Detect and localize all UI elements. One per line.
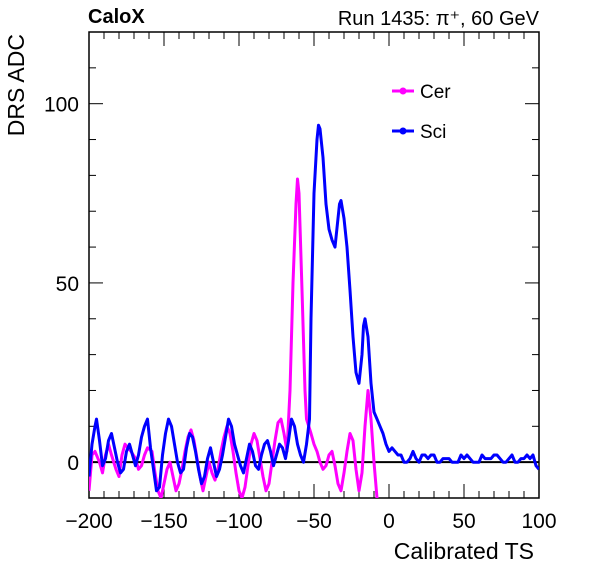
legend-marker-sci (399, 127, 407, 135)
x-tick-label: 100 (521, 510, 556, 533)
x-tick-label: −200 (65, 510, 112, 533)
x-tick-label: −100 (215, 510, 262, 533)
major-ticks (88, 32, 540, 498)
y-tick-label: 50 (56, 273, 79, 296)
y-tick-labels: 0 50 100 (44, 94, 79, 475)
x-tick-label: −150 (140, 510, 187, 533)
y-tick-label: 0 (67, 452, 79, 475)
minor-ticks (89, 31, 539, 499)
y-tick-label: 100 (44, 94, 79, 117)
legend-label-cer: Cer (420, 82, 451, 103)
legend-label-sci: Sci (420, 122, 446, 143)
x-tick-label: −50 (296, 510, 332, 533)
x-tick-label: 0 (383, 510, 395, 533)
experiment-label: CaloX (88, 6, 145, 28)
run-info-label: Run 1435: π⁺, 60 GeV (337, 8, 539, 30)
plot-frame (88, 31, 540, 499)
y-axis-label: DRS ADC (3, 34, 29, 136)
x-tick-label: 50 (452, 510, 475, 533)
x-axis-label: Calibrated TS (394, 538, 534, 564)
series-line-sci (89, 123, 539, 493)
series-line-cer (89, 177, 379, 498)
x-tick-labels: −200 −150 −100 −50 0 50 100 (65, 510, 556, 533)
legend-marker-cer (399, 87, 407, 95)
series-layer (89, 123, 539, 498)
legend: Cer Sci (392, 82, 451, 143)
